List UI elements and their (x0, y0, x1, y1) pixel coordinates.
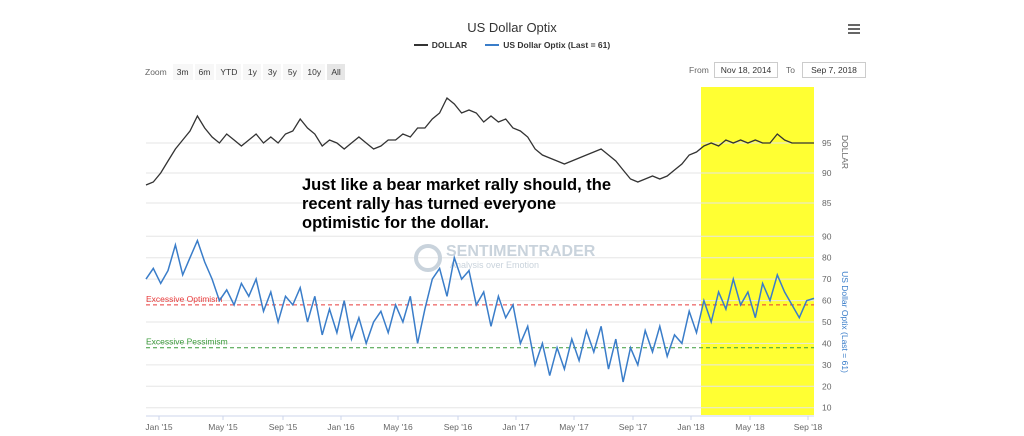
zoom-controls: Zoom 3m 6m YTD 1y 3y 5y 10y All (145, 64, 346, 80)
zoom-button-10y[interactable]: 10y (303, 64, 326, 80)
series-line-optix (145, 238, 815, 383)
y-tick-label-optix: 10 (822, 403, 832, 413)
zoom-button-3m[interactable]: 3m (172, 64, 193, 80)
legend-label-dollar: DOLLAR (431, 40, 468, 50)
legend: DOLLAR US Dollar Optix (Last = 61) (0, 40, 1024, 50)
threshold-label-optimism: Excessive Optimism (146, 294, 223, 304)
y-tick-label-dollar: 95 (822, 138, 832, 148)
series-line-dollar (145, 96, 814, 186)
x-tick-label: Sep '17 (619, 422, 648, 432)
x-tick-label: Sep '15 (269, 422, 298, 432)
threshold-label-pessimism: Excessive Pessimism (146, 337, 228, 347)
x-tick-label: Sep '16 (444, 422, 473, 432)
watermark-tagline: Analysis over Emotion (450, 260, 539, 270)
watermark-logo-icon (414, 244, 442, 272)
x-tick-label: Sep '18 (794, 422, 823, 432)
y-tick-label-optix: 80 (822, 253, 832, 263)
annotation-text: Just like a bear market rally should, th… (302, 176, 612, 232)
zoom-button-all[interactable]: All (327, 64, 346, 80)
zoom-label: Zoom (145, 67, 167, 77)
x-tick-label: May '17 (559, 422, 589, 432)
y-tick-label-dollar: 90 (822, 168, 832, 178)
x-tick-label: Jan '15 (145, 422, 172, 432)
highlight-region (701, 87, 814, 415)
legend-label-optix: US Dollar Optix (Last = 61) (503, 40, 611, 50)
range-to-label: To (786, 65, 795, 75)
y-tick-label-dollar: 85 (822, 198, 832, 208)
y-tick-label-optix: 30 (822, 360, 832, 370)
y-tick-label-optix: 50 (822, 317, 832, 327)
range-from-input[interactable]: Nov 18, 2014 (714, 62, 778, 78)
y-axis-label-optix: US Dollar Optix (Last = 61) (840, 271, 850, 373)
y-tick-label-optix: 90 (822, 231, 832, 241)
zoom-button-1y[interactable]: 1y (243, 64, 262, 80)
zoom-button-5y[interactable]: 5y (283, 64, 302, 80)
x-tick-label: May '15 (208, 422, 238, 432)
range-from-label: From (689, 65, 709, 75)
y-axis-label-dollar: DOLLAR (840, 135, 850, 169)
x-tick-label: Jan '17 (502, 422, 529, 432)
hamburger-menu-icon[interactable] (848, 22, 864, 38)
legend-item-optix[interactable]: US Dollar Optix (Last = 61) (485, 40, 610, 50)
legend-swatch-dollar (413, 44, 428, 46)
zoom-button-ytd[interactable]: YTD (216, 64, 242, 80)
y-tick-label-optix: 70 (822, 274, 832, 284)
zoom-button-6m[interactable]: 6m (194, 64, 215, 80)
x-tick-label: Jan '18 (677, 422, 704, 432)
range-to-input[interactable]: Sep 7, 2018 (802, 62, 866, 78)
chart-title: US Dollar Optix (467, 20, 557, 35)
y-tick-label-optix: 40 (822, 338, 832, 348)
legend-swatch-optix (485, 44, 500, 46)
zoom-button-3y[interactable]: 3y (263, 64, 282, 80)
y-tick-label-optix: 20 (822, 381, 832, 391)
legend-item-dollar[interactable]: DOLLAR (413, 40, 468, 50)
watermark-name: SENTIMENTRADER (446, 243, 596, 260)
x-tick-label: May '16 (383, 422, 413, 432)
x-tick-label: Jan '16 (327, 422, 354, 432)
y-tick-label-optix: 60 (822, 296, 832, 306)
x-tick-label: May '18 (735, 422, 765, 432)
